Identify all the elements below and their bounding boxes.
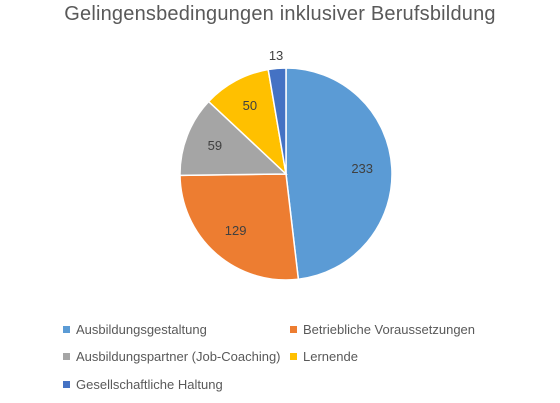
pie-slice-3 xyxy=(179,100,288,177)
data-label-2: 129 xyxy=(225,223,247,238)
pie-slice-5 xyxy=(267,67,287,175)
pie-slice-2 xyxy=(179,173,300,281)
data-label-3: 59 xyxy=(208,138,222,153)
chart-title: Gelingensbedingungen inklusiver Berufsbi… xyxy=(64,3,496,25)
data-label-5: 13 xyxy=(269,48,283,63)
data-label-4: 50 xyxy=(243,98,257,113)
pie-slice-1 xyxy=(285,67,393,281)
pie-slice-4 xyxy=(207,68,288,177)
data-label-1: 233 xyxy=(351,161,373,176)
